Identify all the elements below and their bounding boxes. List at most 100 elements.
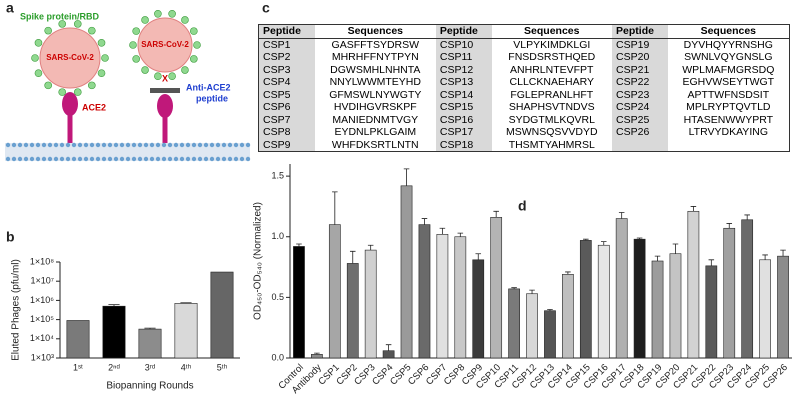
- error-bar: [332, 191, 338, 225]
- receptor-head: [157, 94, 173, 118]
- lipid: [47, 142, 53, 148]
- table-cell: EGHVWSEYTWGT: [682, 76, 775, 89]
- receptor-label: ACE2: [82, 102, 106, 112]
- lipid: [29, 156, 35, 162]
- lipid: [203, 156, 209, 162]
- table-cell: CSP21: [612, 63, 668, 76]
- table-cell: HVDIHGVRSKPF: [333, 101, 417, 114]
- lipid: [203, 142, 209, 148]
- bar: [615, 218, 628, 359]
- table-cell: VLPYKIMDKLGI: [513, 38, 591, 51]
- table-cell: MPLRYPTQVTLD: [686, 101, 771, 114]
- peptide: [150, 88, 180, 93]
- x-tick-label: 5ᵗʰ: [217, 362, 228, 372]
- lipid: [29, 142, 35, 148]
- y-tick-label: 0.0: [271, 352, 284, 362]
- bar: [669, 253, 682, 359]
- error-bar: [144, 327, 156, 330]
- spike: [190, 27, 198, 35]
- virus-label: SARS-CoV-2: [141, 40, 189, 49]
- spike: [141, 16, 149, 24]
- spike: [88, 26, 96, 35]
- error-bar: [547, 309, 553, 311]
- table-cell: WHFDKSRTLNTN: [331, 138, 419, 151]
- y-tick-label: 1×10⁵: [30, 314, 54, 324]
- table-row: CSP5 GFMSWLNYWGTY CSP14 FGLEPRANLHFT CSP23 AP…: [258, 88, 790, 101]
- lipid: [5, 156, 11, 162]
- virus-label: SARS-CoV-2: [46, 53, 94, 62]
- lipid: [65, 156, 71, 162]
- spike: [34, 69, 43, 77]
- table-cell: CSP5: [258, 88, 315, 101]
- bar: [382, 350, 395, 359]
- table-cell: CSP9: [258, 138, 315, 152]
- table-cell: SHAPHSVTNDVS: [508, 101, 595, 114]
- lipid: [143, 142, 149, 148]
- bar: [562, 274, 574, 359]
- bar: [364, 249, 377, 359]
- lipid: [59, 142, 65, 148]
- lipid: [83, 156, 89, 162]
- lipid: [221, 142, 227, 148]
- spike: [44, 81, 52, 90]
- table-cell: CSP16: [435, 113, 492, 126]
- table-row: CSP4 NNYLWWMTEYHD CSP13 CLLCKNAEHARY CSP22 EG…: [258, 76, 790, 89]
- spike: [154, 72, 162, 80]
- spike: [168, 72, 176, 80]
- error-bar: [672, 243, 679, 254]
- lipid: [71, 156, 77, 162]
- y-tick-label: 1×10³: [31, 352, 54, 362]
- lipid: [89, 142, 95, 148]
- peptide-label: peptide: [196, 93, 228, 103]
- virus: [39, 27, 101, 89]
- error-bar: [403, 168, 410, 186]
- spike: [129, 41, 137, 49]
- bar: [472, 259, 485, 359]
- error-bar: [349, 250, 356, 264]
- receptor-stalk: [67, 110, 168, 143]
- bar: [293, 246, 305, 359]
- spike: [101, 54, 109, 62]
- table-cell: CSP4: [258, 76, 315, 89]
- y-axis-label: OD₄₅₀-OD₅₄₀ (Normalized): [253, 202, 264, 320]
- bar: [311, 354, 323, 359]
- lipid: [53, 156, 59, 162]
- panel-label: a: [6, 0, 14, 16]
- spike: [181, 16, 189, 24]
- table-cell: CSP17: [435, 126, 492, 139]
- bar: [328, 224, 341, 359]
- spike: [168, 10, 176, 18]
- header-cell: Sequences: [314, 24, 436, 39]
- table-row: CSP9 WHFDKSRTLNTN CSP18 THSMTYAHMRSL: [258, 138, 790, 152]
- table-cell: ANHRLNTEVFPT: [510, 63, 594, 76]
- receptor-head: [62, 92, 78, 116]
- lipid: [179, 142, 185, 148]
- lipid: [41, 142, 47, 148]
- error-bar: [600, 241, 607, 246]
- error-bar: [654, 255, 661, 261]
- table-cell: CSP8: [258, 126, 315, 139]
- lipid: [197, 156, 203, 162]
- lipid: [161, 142, 167, 148]
- lipid: [35, 156, 41, 162]
- lipid: [161, 156, 167, 162]
- table-cell: CSP22: [612, 76, 668, 89]
- bar: [741, 219, 754, 359]
- lipid: [167, 142, 173, 148]
- spike: [97, 39, 106, 47]
- header-row: Peptide Sequences Peptide Sequences Peptide S…: [258, 24, 790, 39]
- bar: [174, 303, 198, 359]
- lipid: [35, 142, 41, 148]
- bar: [687, 210, 700, 359]
- lipid: [47, 156, 53, 162]
- spike: [88, 81, 96, 90]
- bar: [651, 260, 664, 359]
- bar: [777, 255, 789, 359]
- lipid: [113, 156, 119, 162]
- lipid: [95, 156, 101, 162]
- spike: [34, 39, 43, 47]
- lipid: [197, 142, 203, 148]
- bar: [633, 238, 646, 359]
- table-cell: CSP1: [258, 38, 315, 51]
- lipid: [233, 156, 239, 162]
